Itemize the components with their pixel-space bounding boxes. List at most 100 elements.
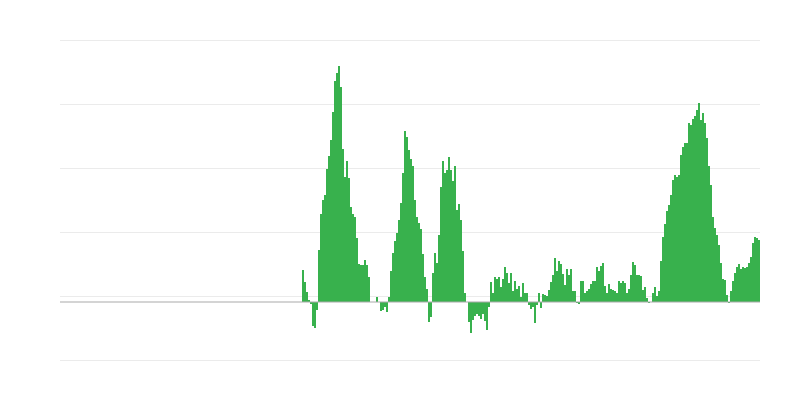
bar [414, 200, 416, 302]
bar [434, 253, 436, 302]
bar [428, 302, 430, 322]
bar [692, 119, 694, 302]
bar [686, 143, 688, 302]
bar [752, 243, 754, 302]
bar [348, 178, 350, 302]
bar [540, 302, 542, 308]
bar [652, 293, 654, 302]
bar [734, 273, 736, 302]
bar [328, 156, 330, 302]
bar [610, 289, 612, 302]
bar [332, 112, 334, 302]
bar [706, 138, 708, 302]
bar [568, 275, 570, 302]
bar [572, 291, 574, 302]
bar [476, 302, 478, 314]
bar [456, 210, 458, 302]
bar [604, 286, 606, 302]
bar [580, 281, 582, 302]
bar [516, 289, 518, 302]
bar [590, 284, 592, 302]
bar [316, 302, 318, 310]
bar [678, 175, 680, 302]
bar [660, 261, 662, 302]
bar [460, 220, 462, 302]
bar [676, 177, 678, 302]
bar [534, 302, 536, 323]
bar [690, 125, 692, 302]
bar [586, 291, 588, 302]
bar [702, 113, 704, 302]
bar [340, 87, 342, 302]
bar [588, 289, 590, 302]
bar [422, 254, 424, 302]
bar [380, 302, 382, 311]
bar [488, 302, 490, 307]
bar [494, 277, 496, 302]
bar [754, 237, 756, 302]
bar [730, 291, 732, 302]
bar [708, 166, 710, 302]
bar [366, 265, 368, 302]
bar [536, 302, 538, 305]
bar [634, 265, 636, 302]
bar [750, 257, 752, 302]
bar [596, 267, 598, 302]
bar [324, 195, 326, 302]
bar [392, 253, 394, 302]
bar [360, 265, 362, 302]
bar [402, 173, 404, 302]
bar [740, 269, 742, 302]
bar [504, 267, 506, 302]
bar [594, 281, 596, 302]
bar [436, 263, 438, 302]
bar [618, 281, 620, 302]
bar [562, 274, 564, 302]
bar [438, 235, 440, 302]
bar [394, 241, 396, 302]
bar [420, 229, 422, 302]
bar [356, 238, 358, 302]
bar [410, 159, 412, 302]
bar [612, 290, 614, 302]
bar [396, 233, 398, 302]
bar [632, 262, 634, 302]
bar [542, 294, 544, 302]
bar [326, 169, 328, 302]
bar [486, 302, 488, 330]
bar [376, 297, 378, 302]
bar [302, 270, 304, 302]
bar [640, 276, 642, 302]
bar [304, 282, 306, 302]
bar [700, 120, 702, 302]
bar [558, 261, 560, 302]
bar [732, 281, 734, 302]
bar [518, 286, 520, 302]
bar [514, 281, 516, 302]
bar [322, 200, 324, 302]
bar [600, 266, 602, 302]
bar [458, 204, 460, 302]
bar [390, 271, 392, 302]
bar [500, 287, 502, 302]
bar [574, 291, 576, 302]
bar [412, 166, 414, 302]
bar [508, 283, 510, 302]
bar [608, 284, 610, 302]
bar [320, 214, 322, 302]
bar [684, 143, 686, 302]
bar [406, 137, 408, 302]
bar [450, 170, 452, 302]
bar [400, 203, 402, 302]
bar [582, 281, 584, 302]
bar [758, 240, 760, 302]
bar [386, 302, 388, 312]
bar [592, 281, 594, 302]
bar [470, 302, 472, 333]
bar [552, 275, 554, 302]
bar [368, 277, 370, 302]
bar [454, 166, 456, 302]
bar [532, 302, 534, 307]
bar [726, 295, 728, 302]
